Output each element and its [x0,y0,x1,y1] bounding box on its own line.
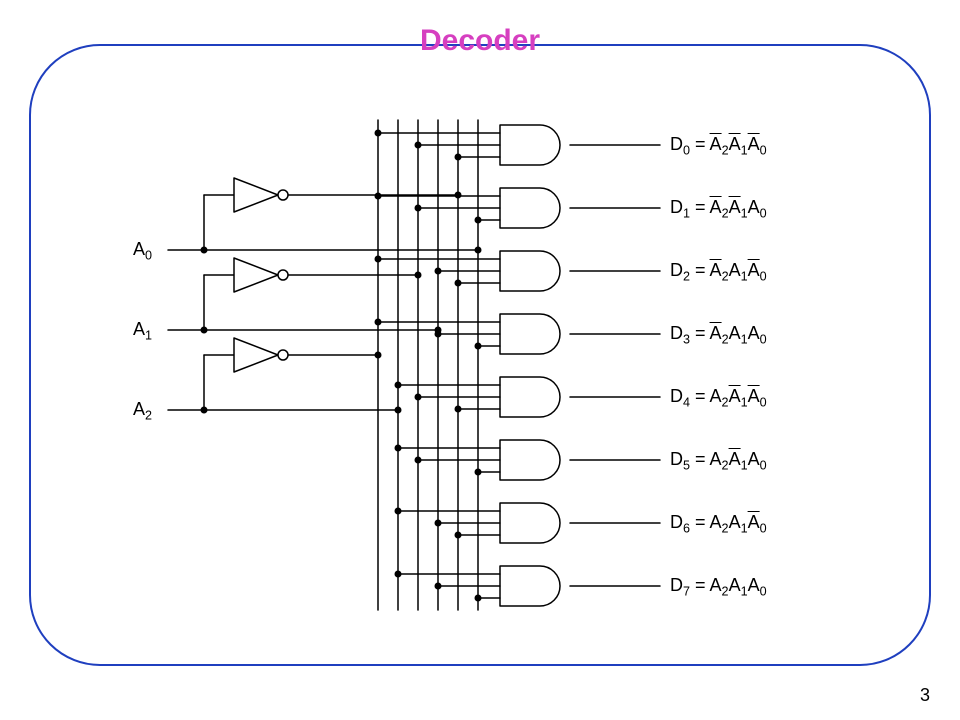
output-label: D2 = A2A1A0 [670,260,767,284]
output-label: D3 = A2A1A0 [670,323,767,347]
output-label: D6 = A2A1A0 [670,512,767,536]
output-label: D5 = A2A1A0 [670,449,767,473]
input-label: A2 [133,399,152,423]
decoder-circuit [0,0,960,720]
input-label: A1 [133,319,152,343]
output-label: D1 = A2A1A0 [670,197,767,221]
output-label: D7 = A2A1A0 [670,575,767,599]
page-number: 3 [920,685,930,706]
output-label: D0 = A2A1A0 [670,134,767,158]
input-label: A0 [133,239,152,263]
output-label: D4 = A2A1A0 [670,386,767,410]
